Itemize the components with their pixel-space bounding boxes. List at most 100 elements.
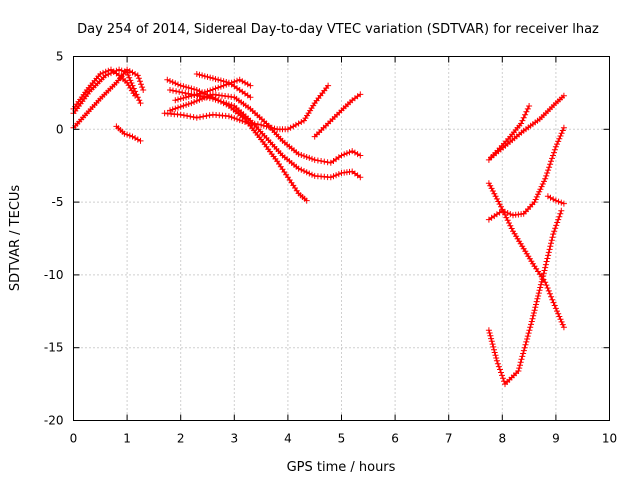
x-tick-label: 6 [391, 432, 399, 446]
data-point-marker [197, 114, 203, 121]
data-point-marker [177, 111, 184, 118]
data-point-marker [493, 357, 500, 364]
data-point-marker [357, 91, 364, 98]
data-point-marker [175, 81, 181, 88]
data-point-marker [234, 116, 240, 123]
data-point-marker [517, 359, 524, 366]
data-point-marker [298, 166, 305, 173]
data-point-marker [551, 302, 558, 309]
data-point-marker [547, 161, 554, 168]
data-point-marker [540, 270, 547, 277]
data-point-marker [309, 171, 315, 178]
data-point-marker [185, 101, 192, 107]
x-tick-label: 10 [602, 432, 617, 446]
data-point-marker [520, 350, 527, 357]
chart-title: Day 254 of 2014, Sidereal Day-to-day VTE… [77, 22, 599, 37]
y-axis-label: SDTVAR / TECUs [8, 185, 23, 292]
data-point-marker [295, 120, 302, 127]
data-point-marker [172, 97, 179, 104]
data-point-marker [554, 308, 560, 315]
data-point-marker [225, 80, 232, 87]
data-point-marker [217, 83, 224, 90]
data-point-marker [549, 234, 556, 241]
data-point-marker [486, 330, 493, 336]
data-point-marker [518, 120, 525, 127]
data-point-marker [188, 92, 195, 99]
data-point-marker [517, 362, 523, 369]
data-point-marker [534, 295, 541, 302]
series-trace-14 [485, 124, 567, 223]
data-point-marker [188, 100, 195, 107]
data-point-marker [325, 82, 332, 89]
series-trace-16 [488, 92, 567, 160]
data-point-marker [552, 197, 559, 204]
series-trace-7 [167, 91, 364, 166]
series-trace-2 [70, 66, 139, 112]
data-point-marker [545, 167, 552, 174]
data-point-marker [524, 336, 531, 342]
data-point-marker [191, 86, 198, 93]
data-point-marker [212, 76, 219, 83]
data-point-marker [137, 137, 144, 144]
data-point-marker [542, 264, 549, 271]
series-trace-4 [113, 123, 144, 144]
data-point-marker [558, 318, 565, 325]
data-point-marker [502, 208, 508, 215]
x-tick-label: 8 [498, 432, 506, 446]
data-point-marker [121, 130, 128, 137]
data-point-marker [537, 281, 544, 288]
y-tick-label: 5 [56, 50, 64, 64]
data-point-marker [551, 228, 558, 235]
data-point-marker [533, 193, 540, 200]
data-point-marker [266, 124, 273, 131]
data-point-marker [338, 152, 345, 159]
data-point-marker [167, 107, 173, 114]
data-point-marker [491, 190, 498, 197]
data-point-marker [357, 174, 364, 181]
data-point-marker [560, 324, 567, 331]
data-point-marker [551, 149, 557, 156]
data-point-marker [545, 252, 552, 259]
data-point-marker [530, 312, 537, 319]
data-point-marker [523, 108, 530, 115]
data-point-marker [487, 182, 494, 189]
data-point-marker [242, 119, 248, 125]
data-point-marker [169, 106, 176, 113]
data-point-marker [343, 150, 350, 157]
data-point-marker [554, 141, 560, 148]
data-point-marker [504, 217, 511, 224]
data-point-marker [550, 231, 557, 238]
data-point-marker [298, 152, 305, 158]
data-point-marker [167, 78, 173, 84]
data-point-marker [504, 210, 511, 216]
data-point-marker [557, 133, 564, 139]
data-point-marker [306, 154, 313, 161]
data-point-marker [244, 81, 251, 88]
data-point-marker [541, 178, 547, 185]
data-point-marker [134, 94, 141, 101]
data-point-marker [532, 304, 539, 311]
data-point-marker [303, 169, 310, 176]
data-point-marker [203, 112, 210, 119]
data-point-marker [555, 138, 562, 145]
data-point-marker [177, 82, 184, 89]
data-point-marker [225, 113, 232, 120]
data-point-marker [220, 82, 227, 89]
data-point-marker [193, 114, 200, 121]
y-tick-label: -5 [52, 195, 64, 209]
data-point-marker [136, 97, 143, 104]
data-point-marker [551, 146, 558, 153]
data-point-marker [519, 353, 526, 360]
data-point-marker [495, 198, 502, 205]
data-point-marker [489, 341, 496, 348]
data-point-marker [330, 173, 337, 180]
data-point-marker [245, 119, 252, 126]
data-point-marker [193, 71, 200, 77]
data-point-marker [557, 316, 564, 323]
data-point-marker [182, 90, 189, 97]
x-tick-label: 3 [230, 432, 238, 446]
data-point-marker [542, 175, 549, 182]
data-point-marker [491, 346, 497, 353]
data-point-marker [97, 71, 104, 77]
data-point-marker [525, 330, 532, 337]
